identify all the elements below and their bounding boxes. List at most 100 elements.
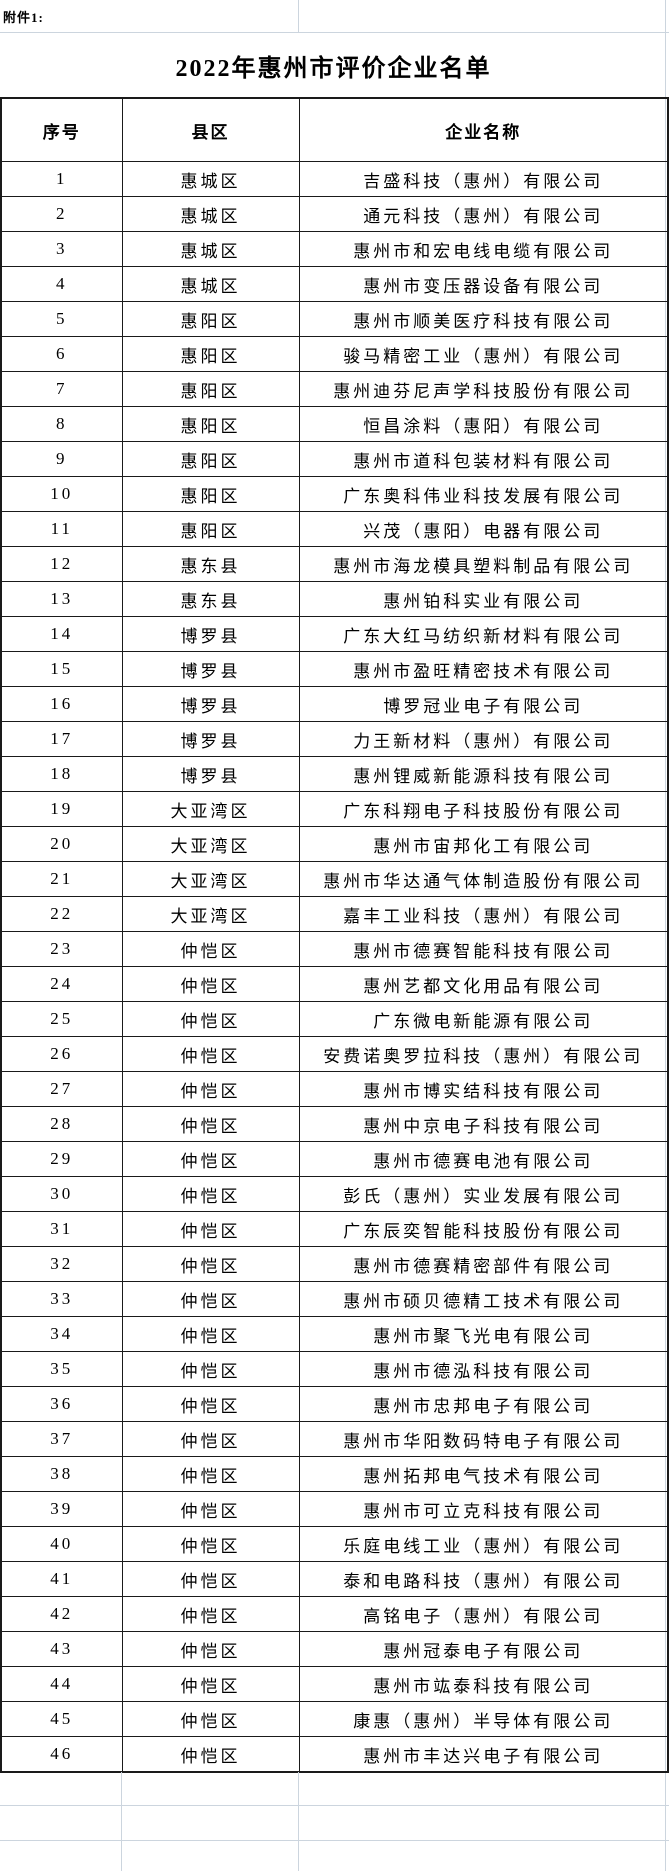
serial-number-cell: 42 — [0, 1596, 123, 1632]
serial-number-cell: 22 — [0, 896, 123, 932]
serial-number-cell: 30 — [0, 1176, 123, 1212]
company-name-cell: 惠州市顺美医疗科技有限公司 — [298, 301, 669, 337]
company-name-cell: 惠州市道科包装材料有限公司 — [298, 441, 669, 477]
serial-number-cell: 19 — [0, 791, 123, 827]
serial-number-cell: 1 — [0, 161, 123, 197]
table-row: 25 仲恺区 广东微电新能源有限公司 — [0, 1001, 669, 1037]
table-row: 15 博罗县 惠州市盈旺精密技术有限公司 — [0, 651, 669, 687]
district-cell: 惠阳区 — [121, 406, 300, 442]
company-name-cell: 惠州市竑泰科技有限公司 — [298, 1666, 669, 1702]
table-row: 42 仲恺区 高铭电子（惠州）有限公司 — [0, 1596, 669, 1632]
table-row: 1 惠城区 吉盛科技（惠州）有限公司 — [0, 161, 669, 197]
table-row: 6 惠阳区 骏马精密工业（惠州）有限公司 — [0, 336, 669, 372]
serial-number-cell: 24 — [0, 966, 123, 1002]
company-name-cell: 惠州市德泓科技有限公司 — [298, 1351, 669, 1387]
district-cell: 仲恺区 — [121, 1036, 300, 1072]
table-row: 29 仲恺区 惠州市德赛电池有限公司 — [0, 1141, 669, 1177]
district-cell: 仲恺区 — [121, 1456, 300, 1492]
table-row: 23 仲恺区 惠州市德赛智能科技有限公司 — [0, 931, 669, 967]
serial-number-cell: 17 — [0, 721, 123, 757]
gridline-horizontal-empty2 — [0, 1840, 669, 1841]
table-row: 14 博罗县 广东大红马纺织新材料有限公司 — [0, 616, 669, 652]
district-cell: 惠东县 — [121, 546, 300, 582]
district-cell: 仲恺区 — [121, 1386, 300, 1422]
district-cell: 惠阳区 — [121, 476, 300, 512]
district-cell: 惠城区 — [121, 231, 300, 267]
gridline-horizontal-empty1 — [0, 1805, 669, 1806]
district-cell: 惠阳区 — [121, 441, 300, 477]
district-cell: 仲恺区 — [121, 1281, 300, 1317]
district-cell: 大亚湾区 — [121, 826, 300, 862]
table-row: 32 仲恺区 惠州市德赛精密部件有限公司 — [0, 1246, 669, 1282]
header-company-name: 企业名称 — [298, 97, 669, 162]
serial-number-cell: 2 — [0, 196, 123, 232]
company-name-cell: 惠州市聚飞光电有限公司 — [298, 1316, 669, 1352]
company-name-cell: 通元科技（惠州）有限公司 — [298, 196, 669, 232]
page-title: 2022年惠州市评价企业名单 — [175, 55, 492, 82]
company-name-cell: 惠州市忠邦电子有限公司 — [298, 1386, 669, 1422]
company-name-cell: 广东大红马纺织新材料有限公司 — [298, 616, 669, 652]
serial-number-cell: 15 — [0, 651, 123, 687]
table-row: 20 大亚湾区 惠州市宙邦化工有限公司 — [0, 826, 669, 862]
serial-number-cell: 32 — [0, 1246, 123, 1282]
table-row: 45 仲恺区 康惠（惠州）半导体有限公司 — [0, 1701, 669, 1737]
district-cell: 仲恺区 — [121, 1141, 300, 1177]
district-cell: 惠东县 — [121, 581, 300, 617]
serial-number-cell: 8 — [0, 406, 123, 442]
table-row: 7 惠阳区 惠州迪芬尼声学科技股份有限公司 — [0, 371, 669, 407]
header-serial-number: 序号 — [0, 97, 123, 162]
district-cell: 惠城区 — [121, 196, 300, 232]
district-cell: 博罗县 — [121, 756, 300, 792]
company-name-cell: 惠州市可立克科技有限公司 — [298, 1491, 669, 1527]
district-cell: 仲恺区 — [121, 1211, 300, 1247]
district-cell: 仲恺区 — [121, 931, 300, 967]
table-row: 13 惠东县 惠州铂科实业有限公司 — [0, 581, 669, 617]
company-name-cell: 广东科翔电子科技股份有限公司 — [298, 791, 669, 827]
company-name-cell: 吉盛科技（惠州）有限公司 — [298, 161, 669, 197]
serial-number-cell: 14 — [0, 616, 123, 652]
company-name-cell: 高铭电子（惠州）有限公司 — [298, 1596, 669, 1632]
serial-number-cell: 11 — [0, 511, 123, 547]
company-name-cell: 惠州市德赛智能科技有限公司 — [298, 931, 669, 967]
company-name-cell: 康惠（惠州）半导体有限公司 — [298, 1701, 669, 1737]
table-row: 2 惠城区 通元科技（惠州）有限公司 — [0, 196, 669, 232]
serial-number-cell: 41 — [0, 1561, 123, 1597]
attachment-label: 附件1: — [3, 9, 44, 25]
gridline-vertical-col1 — [121, 1772, 122, 1871]
serial-number-cell: 13 — [0, 581, 123, 617]
gridline-vertical-col2 — [298, 1772, 299, 1871]
district-cell: 仲恺区 — [121, 1526, 300, 1562]
company-name-cell: 惠州拓邦电气技术有限公司 — [298, 1456, 669, 1492]
district-cell: 博罗县 — [121, 616, 300, 652]
table-row: 33 仲恺区 惠州市硕贝德精工技术有限公司 — [0, 1281, 669, 1317]
serial-number-cell: 5 — [0, 301, 123, 337]
district-cell: 仲恺区 — [121, 1106, 300, 1142]
serial-number-cell: 20 — [0, 826, 123, 862]
table-row: 31 仲恺区 广东辰奕智能科技股份有限公司 — [0, 1211, 669, 1247]
serial-number-cell: 27 — [0, 1071, 123, 1107]
table-row: 19 大亚湾区 广东科翔电子科技股份有限公司 — [0, 791, 669, 827]
gridline-vertical-toprow — [298, 0, 299, 33]
serial-number-cell: 43 — [0, 1631, 123, 1667]
table-row: 22 大亚湾区 嘉丰工业科技（惠州）有限公司 — [0, 896, 669, 932]
district-cell: 仲恺区 — [121, 1316, 300, 1352]
district-cell: 仲恺区 — [121, 1491, 300, 1527]
company-name-cell: 惠州冠泰电子有限公司 — [298, 1631, 669, 1667]
district-cell: 惠阳区 — [121, 371, 300, 407]
company-name-cell: 惠州市德赛电池有限公司 — [298, 1141, 669, 1177]
table-row: 46 仲恺区 惠州市丰达兴电子有限公司 — [0, 1736, 669, 1773]
company-name-cell: 惠州市和宏电线电缆有限公司 — [298, 231, 669, 267]
table-row: 40 仲恺区 乐庭电线工业（惠州）有限公司 — [0, 1526, 669, 1562]
serial-number-cell: 26 — [0, 1036, 123, 1072]
company-name-cell: 惠州铂科实业有限公司 — [298, 581, 669, 617]
company-name-cell: 博罗冠业电子有限公司 — [298, 686, 669, 722]
table-row: 36 仲恺区 惠州市忠邦电子有限公司 — [0, 1386, 669, 1422]
district-cell: 大亚湾区 — [121, 896, 300, 932]
serial-number-cell: 46 — [0, 1736, 123, 1773]
table-row: 24 仲恺区 惠州艺都文化用品有限公司 — [0, 966, 669, 1002]
serial-number-cell: 33 — [0, 1281, 123, 1317]
header-district: 县区 — [121, 97, 300, 162]
table-row: 3 惠城区 惠州市和宏电线电缆有限公司 — [0, 231, 669, 267]
serial-number-cell: 44 — [0, 1666, 123, 1702]
district-cell: 仲恺区 — [121, 1561, 300, 1597]
